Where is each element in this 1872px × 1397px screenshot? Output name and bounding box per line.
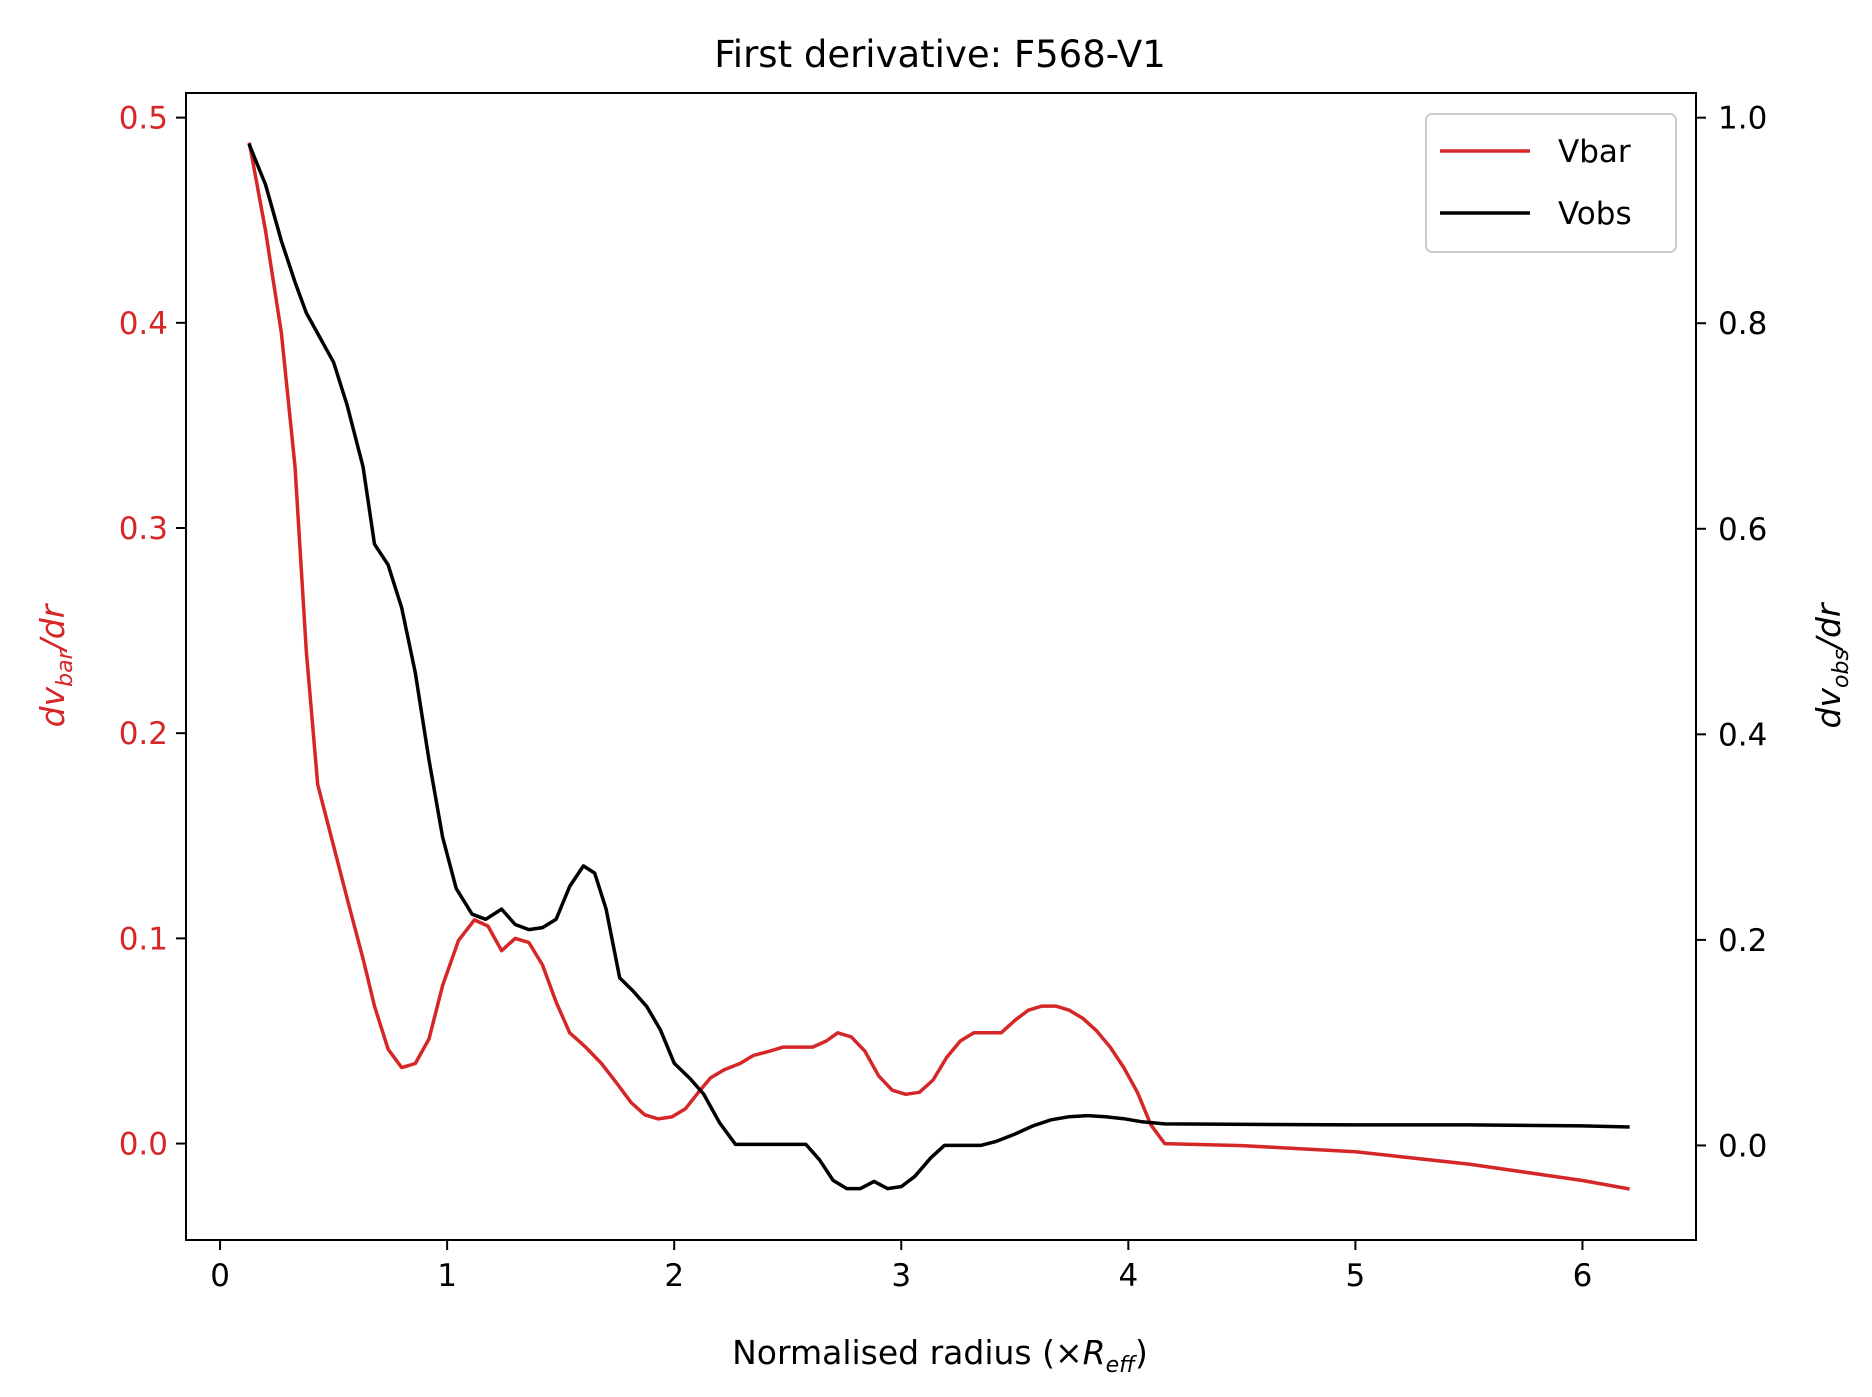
- legend: Vbar Vobs: [1425, 113, 1677, 253]
- plot-lines: [247, 142, 1630, 1191]
- x-axis-label-symbol: R: [1083, 1333, 1106, 1372]
- x-axis-label: Normalised radius (×Reff): [732, 1333, 1148, 1378]
- x-tick-label: 5: [1346, 1258, 1366, 1294]
- x-tick-label: 1: [437, 1258, 457, 1294]
- y-right-axis: 0.0 0.2 0.4 0.6 0.8 1.0: [1696, 101, 1767, 1164]
- y-left-tick-label: 0.2: [119, 716, 168, 752]
- y-right-tick-label: 0.6: [1718, 512, 1767, 548]
- y-right-tick-label: 0.4: [1718, 717, 1767, 753]
- y-right-tick-label: 0.0: [1718, 1128, 1767, 1164]
- y-left-axis: 0.0 0.1 0.2 0.3 0.4 0.5: [119, 101, 186, 1163]
- axes-frame: [185, 92, 1697, 1241]
- y-left-axis-label-tail: /dr: [33, 602, 72, 653]
- y-left-tick-label: 0.1: [119, 921, 168, 957]
- y-left-tick-label: 0.5: [119, 101, 168, 137]
- x-tick-label: 6: [1573, 1258, 1593, 1294]
- y-right-tick-label: 1.0: [1718, 101, 1767, 137]
- y-left-tick-label: 0.4: [119, 306, 168, 342]
- legend-box: [1425, 113, 1677, 253]
- x-tick-label: 0: [210, 1258, 230, 1294]
- y-right-tick-label: 0.8: [1718, 306, 1767, 342]
- y-right-axis-label-d: dv: [1809, 688, 1848, 729]
- y-left-axis-label: dvbar/dr: [33, 602, 78, 727]
- y-left-axis-label-d: dv: [33, 686, 72, 727]
- series-line-vobs: [247, 143, 1630, 1191]
- y-right-tick-label: 0.2: [1718, 923, 1767, 959]
- x-axis: 0 1 2 3 4 5 6: [210, 1240, 1592, 1294]
- x-axis-label-subscript: eff: [1106, 1353, 1138, 1378]
- y-left-tick-label: 0.0: [119, 1127, 168, 1163]
- x-tick-label: 3: [891, 1258, 911, 1294]
- y-right-axis-label-tail: /dr: [1809, 601, 1848, 652]
- x-axis-label-main: Normalised radius (×: [732, 1333, 1083, 1372]
- legend-label-vobs: Vobs: [1558, 196, 1632, 232]
- series-line-vbar: [247, 142, 1630, 1191]
- chart-title: First derivative: F568-V1: [714, 33, 1166, 76]
- y-left-axis-label-subscript: bar: [53, 648, 78, 686]
- x-tick-label: 4: [1118, 1258, 1138, 1294]
- legend-label-vbar: Vbar: [1558, 134, 1631, 170]
- x-axis-label-close: ): [1135, 1333, 1148, 1372]
- y-left-tick-label: 0.3: [119, 511, 168, 547]
- y-right-axis-label: dvobs/dr: [1809, 601, 1854, 728]
- x-tick-label: 2: [664, 1258, 684, 1294]
- y-right-axis-label-subscript: obs: [1829, 649, 1854, 688]
